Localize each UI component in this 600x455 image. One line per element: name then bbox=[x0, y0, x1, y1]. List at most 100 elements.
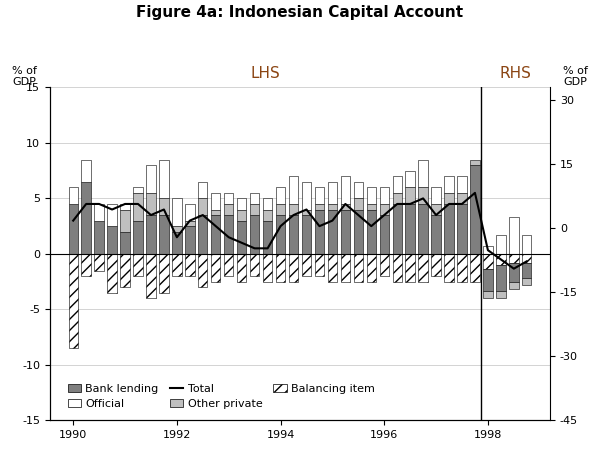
Bar bbox=[392, 204, 402, 254]
Bar bbox=[483, 268, 493, 291]
Bar bbox=[172, 226, 182, 232]
Bar bbox=[445, 193, 454, 204]
Bar bbox=[82, 182, 91, 254]
Bar bbox=[172, 198, 182, 226]
Bar bbox=[328, 204, 337, 209]
Bar bbox=[392, 193, 402, 204]
Bar bbox=[121, 232, 130, 254]
Bar bbox=[418, 254, 428, 282]
Bar bbox=[107, 254, 117, 293]
Bar bbox=[496, 265, 506, 291]
Legend: Bank lending, Official, Total, Other private, Balancing item: Bank lending, Official, Total, Other pri… bbox=[65, 381, 377, 411]
Bar bbox=[380, 254, 389, 276]
Bar bbox=[146, 215, 155, 254]
Bar bbox=[496, 254, 506, 265]
Bar bbox=[159, 198, 169, 215]
Bar bbox=[68, 204, 78, 254]
Bar bbox=[68, 187, 78, 204]
Bar bbox=[250, 215, 259, 254]
Bar bbox=[133, 221, 143, 254]
Bar bbox=[470, 165, 479, 254]
Bar bbox=[302, 182, 311, 209]
Bar bbox=[406, 204, 415, 254]
Bar bbox=[82, 254, 91, 276]
Bar bbox=[237, 221, 247, 254]
Bar bbox=[172, 232, 182, 254]
Bar bbox=[315, 187, 324, 204]
Bar bbox=[302, 254, 311, 276]
Bar bbox=[392, 254, 402, 282]
Bar bbox=[198, 182, 208, 198]
Bar bbox=[289, 215, 298, 254]
Bar bbox=[237, 254, 247, 282]
Bar bbox=[522, 278, 532, 285]
Bar bbox=[509, 282, 518, 289]
Bar bbox=[237, 209, 247, 221]
Bar bbox=[406, 254, 415, 282]
Bar bbox=[185, 254, 194, 276]
Bar bbox=[341, 204, 350, 209]
Bar bbox=[483, 254, 493, 268]
Bar bbox=[224, 215, 233, 254]
Bar bbox=[237, 198, 247, 209]
Bar bbox=[146, 193, 155, 215]
Bar bbox=[431, 254, 441, 276]
Bar bbox=[367, 209, 376, 254]
Text: % of
GDP: % of GDP bbox=[13, 66, 37, 87]
Bar bbox=[211, 193, 220, 209]
Bar bbox=[198, 254, 208, 287]
Text: Figure 4a: Indonesian Capital Account: Figure 4a: Indonesian Capital Account bbox=[136, 5, 464, 20]
Bar bbox=[367, 204, 376, 209]
Bar bbox=[380, 204, 389, 215]
Bar bbox=[133, 193, 143, 221]
Bar bbox=[121, 204, 130, 209]
Bar bbox=[133, 254, 143, 276]
Bar bbox=[418, 187, 428, 204]
Bar bbox=[483, 247, 493, 254]
Bar bbox=[380, 187, 389, 204]
Bar bbox=[328, 254, 337, 282]
Bar bbox=[341, 254, 350, 282]
Bar bbox=[457, 204, 467, 254]
Bar bbox=[406, 187, 415, 204]
Bar bbox=[107, 226, 117, 254]
Bar bbox=[133, 187, 143, 193]
Bar bbox=[250, 193, 259, 204]
Bar bbox=[121, 209, 130, 232]
Bar bbox=[146, 254, 155, 298]
Text: RHS: RHS bbox=[500, 66, 532, 81]
Bar bbox=[302, 209, 311, 215]
Bar bbox=[185, 221, 194, 226]
Bar bbox=[211, 215, 220, 254]
Bar bbox=[431, 215, 441, 254]
Bar bbox=[470, 254, 479, 282]
Bar bbox=[431, 204, 441, 215]
Bar bbox=[457, 193, 467, 204]
Bar bbox=[457, 176, 467, 193]
Bar bbox=[431, 187, 441, 204]
Bar bbox=[289, 176, 298, 204]
Bar bbox=[211, 209, 220, 215]
Bar bbox=[353, 209, 363, 254]
Bar bbox=[483, 291, 493, 298]
Bar bbox=[353, 198, 363, 209]
Bar bbox=[276, 187, 285, 204]
Bar bbox=[328, 209, 337, 254]
Bar bbox=[263, 221, 272, 254]
Bar bbox=[276, 204, 285, 215]
Bar bbox=[172, 254, 182, 276]
Bar bbox=[224, 254, 233, 276]
Bar bbox=[276, 215, 285, 254]
Bar bbox=[121, 254, 130, 287]
Bar bbox=[198, 198, 208, 215]
Bar bbox=[496, 235, 506, 254]
Bar bbox=[522, 263, 532, 278]
Bar bbox=[470, 160, 479, 165]
Bar bbox=[315, 209, 324, 254]
Bar bbox=[418, 160, 428, 187]
Bar bbox=[250, 204, 259, 215]
Bar bbox=[328, 182, 337, 204]
Bar bbox=[185, 226, 194, 254]
Bar bbox=[107, 204, 117, 226]
Bar bbox=[276, 254, 285, 282]
